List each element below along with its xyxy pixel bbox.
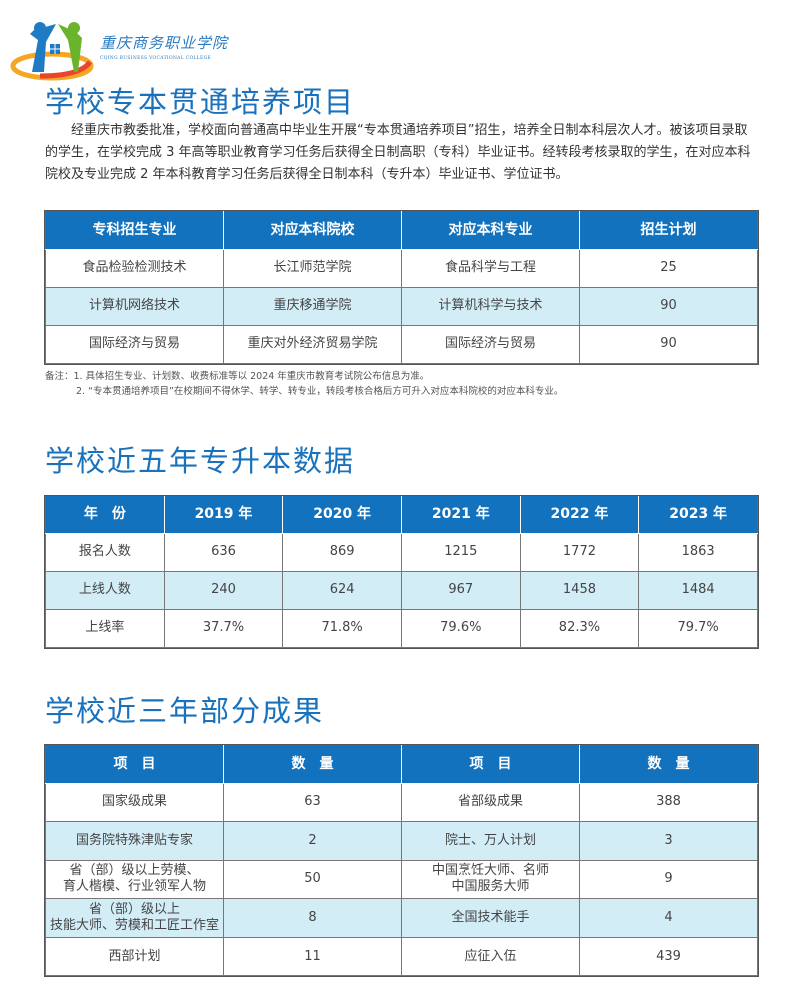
section3-title: 学校近三年部分成果 [45, 694, 325, 728]
table-cell: 1772 [519, 532, 640, 572]
column-header: 对应本科院校 [223, 211, 402, 250]
table-row: 食品检验检测技术 长江师范学院 食品科学与工程 25 [45, 248, 758, 288]
logo-emblem-icon [10, 22, 94, 81]
table-cell: 11 [223, 936, 402, 977]
table-cell: 967 [400, 570, 521, 610]
table-cell: 食品检验检测技术 [45, 248, 224, 288]
table-cell: 省（部）级以上劳模、 育人楷模、行业领军人物 [45, 859, 224, 900]
note-2: 2. “专本贯通培养项目”在校期间不得休学、转学、转专业，转段考核合格后方可升入… [76, 386, 564, 397]
table-cell: 90 [579, 286, 758, 326]
table-row: 计算机网络技术 重庆移通学院 计算机科学与技术 90 [45, 286, 758, 326]
column-header: 2019 年 [163, 496, 284, 534]
column-header: 项 目 [45, 745, 224, 784]
table-cell: 院士、万人计划 [401, 821, 580, 861]
table-row: 上线率 37.7% 71.8% 79.6% 82.3% 79.7% [45, 608, 758, 648]
table-cell: 25 [579, 248, 758, 288]
column-header: 2020 年 [282, 496, 402, 534]
table-cell: 报名人数 [45, 532, 165, 572]
table-row: 省（部）级以上劳模、 育人楷模、行业领军人物 50 中国烹饪大师、名师 中国服务大师… [45, 859, 758, 900]
table-cell: 9 [579, 859, 758, 900]
table-cell: 全国技术能手 [401, 898, 580, 938]
upgrade-data-table: 年 份 2019 年 2020 年 2021 年 2022 年 2023 年报名人数 636… [44, 495, 759, 649]
table-cell: 636 [163, 532, 284, 572]
table-cell: 50 [223, 859, 402, 900]
table-cell: 3 [579, 821, 758, 861]
table-cell: 应征入伍 [401, 936, 580, 977]
table-cell: 63 [223, 782, 402, 823]
logo-english-name: CQING BUSINESS VOCATIONAL COLLEGE [100, 56, 212, 61]
table-cell: 重庆移通学院 [223, 286, 402, 326]
table-row: 报名人数 636 869 1215 1772 1863 [45, 532, 758, 572]
table-cell: 8 [223, 898, 402, 938]
table-row: 国务院特殊津贴专家 2 院士、万人计划 3 [45, 821, 758, 861]
table-cell: 439 [579, 936, 758, 977]
note-1: 备注：1. 具体招生专业、计划数、收费标准等以 2024 年重庆市教育考试院公布… [45, 371, 430, 382]
section1-title: 学校专本贯通培养项目 [45, 85, 356, 119]
table-cell: 西部计划 [45, 936, 224, 977]
table-cell: 71.8% [282, 608, 402, 648]
table-cell: 国家级成果 [45, 782, 224, 823]
table-cell: 388 [579, 782, 758, 823]
table-cell: 4 [579, 898, 758, 938]
table-cell: 82.3% [519, 608, 640, 648]
table-cell: 1215 [400, 532, 521, 572]
table-cell: 重庆对外经济贸易学院 [223, 324, 402, 364]
table-cell: 省部级成果 [401, 782, 580, 823]
logo-name: 重庆商务职业学院 [100, 34, 229, 52]
column-header: 2021 年 [400, 496, 521, 534]
table-cell: 省（部）级以上 技能大师、劳模和工匠工作室 [45, 898, 224, 938]
column-header: 数 量 [579, 745, 758, 784]
section2-title: 学校近五年专升本数据 [45, 444, 356, 478]
table-cell: 37.7% [163, 608, 284, 648]
table-cell: 79.6% [400, 608, 521, 648]
achievements-table: 项 目数 量项 目数 量国家级成果 63 省部级成果 388 国务院特殊津贴专家 2 院士、… [44, 743, 759, 978]
program-table: 专科招生专业 对应本科院校 对应本科专业 招生计划 食品检验检测技术 长江师范学院 食品科学… [44, 210, 759, 365]
table-row: 国际经济与贸易 重庆对外经济贸易学院 国际经济与贸易 90 [45, 324, 758, 364]
column-header: 招生计划 [579, 211, 758, 250]
table-cell: 计算机网络技术 [45, 286, 224, 326]
table-cell: 食品科学与工程 [401, 248, 580, 288]
table-cell: 1458 [519, 570, 640, 610]
column-header: 年 份 [45, 496, 165, 534]
table-cell: 869 [282, 532, 402, 572]
table-cell: 90 [579, 324, 758, 364]
table-row: 上线人数 240 624 967 1458 1484 [45, 570, 758, 610]
table-cell: 624 [282, 570, 402, 610]
table-cell: 计算机科学与技术 [401, 286, 580, 326]
column-header: 专科招生专业 [45, 211, 224, 250]
table-cell: 2 [223, 821, 402, 861]
table-cell: 国际经济与贸易 [45, 324, 224, 364]
intro-paragraph: 经重庆市教委批准，学校面向普通高中毕业生开展“专本贯通培养项目”招生，培养全日制… [45, 123, 751, 182]
table-cell: 1484 [638, 570, 758, 610]
table-cell: 国际经济与贸易 [401, 324, 580, 364]
table-cell: 上线率 [45, 608, 165, 648]
table-cell: 240 [163, 570, 284, 610]
column-header: 2022 年 [519, 496, 640, 534]
table-cell: 79.7% [638, 608, 758, 648]
table-row: 西部计划 11 应征入伍 439 [45, 936, 758, 977]
column-header: 数 量 [223, 745, 402, 784]
college-logo: 重庆商务职业学院 CQING BUSINESS VOCATIONAL COLLE… [10, 14, 227, 84]
column-header: 对应本科专业 [401, 211, 580, 250]
table-row: 省（部）级以上 技能大师、劳模和工匠工作室 8 全国技术能手 4 [45, 898, 758, 938]
column-header: 项 目 [401, 745, 580, 784]
table-row: 国家级成果 63 省部级成果 388 [45, 782, 758, 823]
notes: 备注：1. 具体招生专业、计划数、收费标准等以 2024 年重庆市教育考试院公布… [45, 369, 563, 399]
table-cell: 上线人数 [45, 570, 165, 610]
table-cell: 国务院特殊津贴专家 [45, 821, 224, 861]
table-cell: 中国烹饪大师、名师 中国服务大师 [401, 859, 580, 900]
column-header: 2023 年 [638, 496, 758, 534]
table-cell: 长江师范学院 [223, 248, 402, 288]
table-cell: 1863 [638, 532, 758, 572]
